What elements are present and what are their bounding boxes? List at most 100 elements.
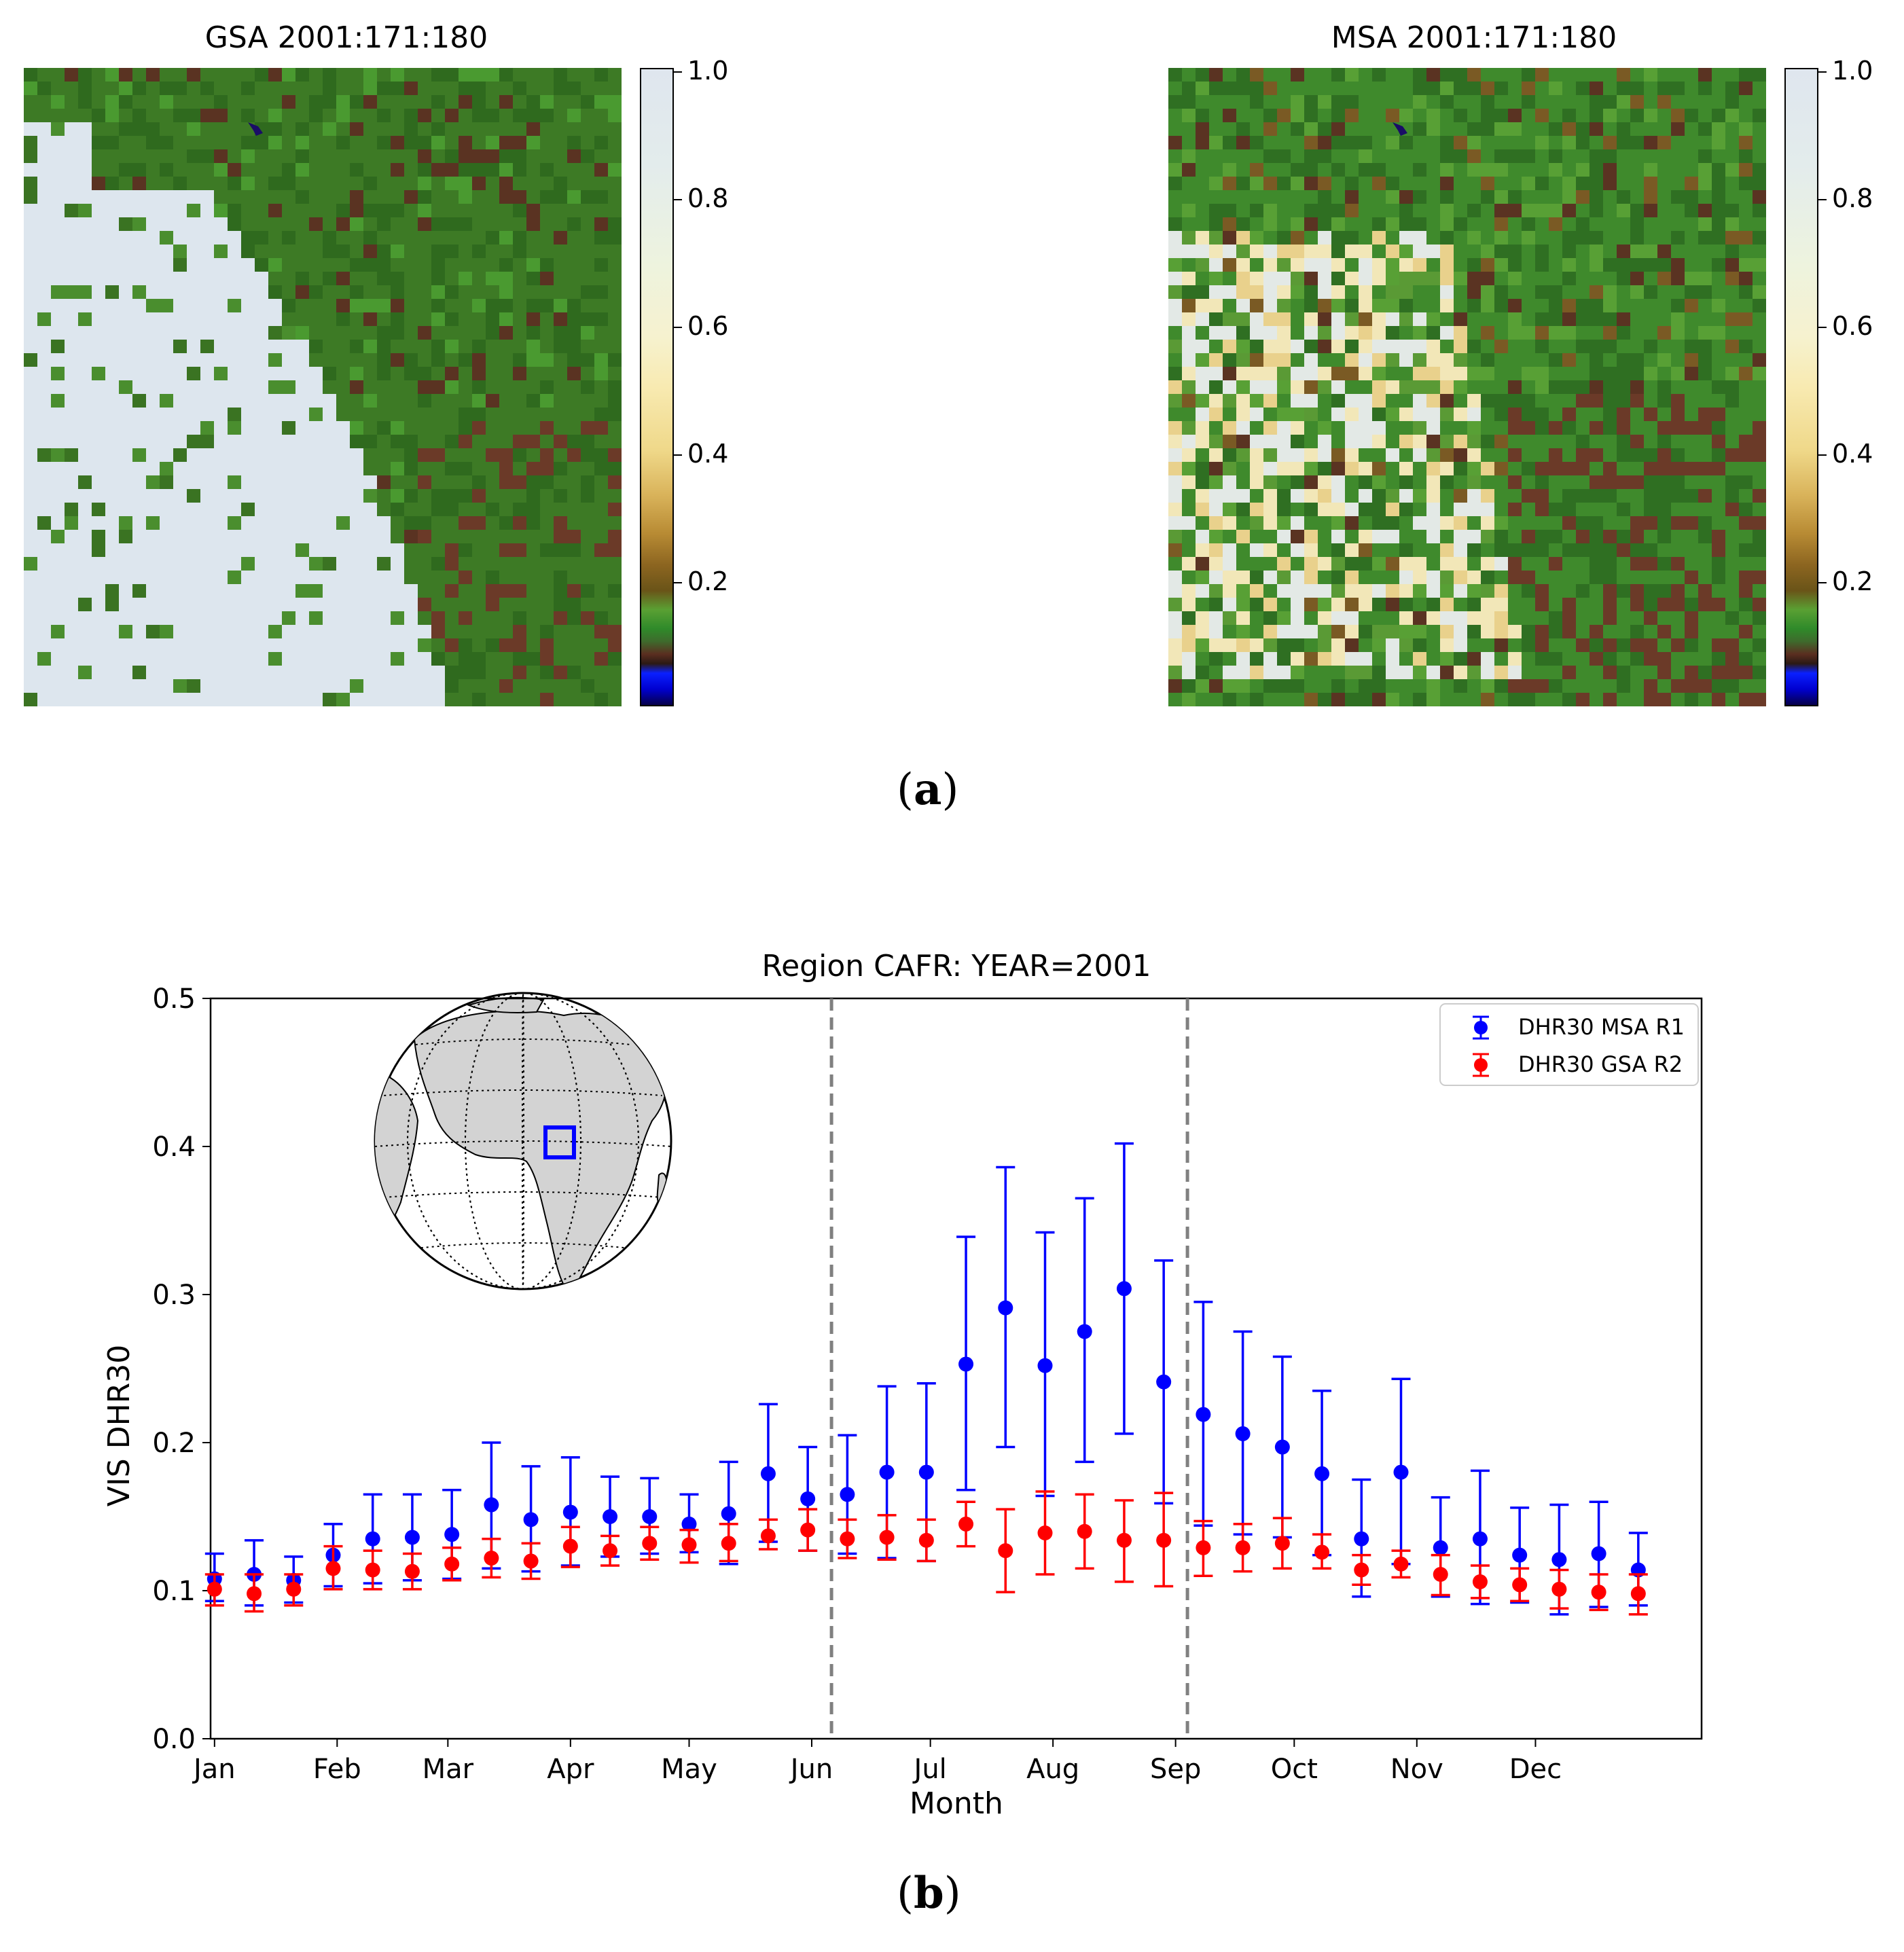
colorbar-tick: 0.6 (687, 311, 729, 341)
chart-xlabel: Month (910, 1786, 1003, 1821)
data-point (721, 1506, 736, 1521)
y-tick-label: 0.2 (152, 1428, 196, 1459)
x-tick-label: Jun (789, 1754, 833, 1785)
y-tick-label: 0.0 (152, 1724, 196, 1755)
data-point (523, 1553, 539, 1569)
data-point (721, 1536, 736, 1551)
data-point (1196, 1540, 1211, 1555)
x-tick-label: Sep (1150, 1754, 1201, 1785)
x-tick-label: Aug (1026, 1754, 1079, 1785)
colorbar-tick: 1.0 (687, 56, 729, 86)
data-point (1156, 1532, 1172, 1548)
y-tick-label: 0.3 (152, 1280, 196, 1311)
colorbar-tick: 0.4 (687, 439, 729, 469)
y-tick-label: 0.1 (152, 1576, 196, 1607)
panel-label-letter: b (913, 1868, 944, 1919)
data-point (800, 1522, 816, 1538)
map-image-msa (1168, 68, 1766, 706)
panel-label-a: (a) (897, 764, 958, 815)
data-point (1472, 1574, 1488, 1589)
data-point (958, 1356, 974, 1372)
data-point (879, 1464, 895, 1480)
colorbar-msa-tickmarks (1818, 71, 1827, 583)
data-point (879, 1530, 895, 1545)
data-point (1512, 1577, 1528, 1593)
data-point (681, 1516, 697, 1532)
data-point (286, 1581, 302, 1597)
legend-label-gsa: DHR30 GSA R2 (1518, 1051, 1683, 1077)
madagascar-landmass (656, 1172, 668, 1206)
map-gsa-raster (24, 68, 622, 706)
x-tick-label: May (661, 1754, 717, 1785)
data-point (365, 1531, 380, 1547)
panel-label-close: ) (944, 1868, 961, 1919)
data-point (1235, 1540, 1251, 1555)
data-point (1393, 1464, 1409, 1480)
data-point (603, 1543, 618, 1559)
data-point (404, 1564, 420, 1579)
data-point (1274, 1536, 1290, 1551)
data-point (1354, 1562, 1369, 1578)
map-msa-raster (1168, 68, 1766, 706)
data-point (760, 1528, 776, 1544)
x-tick-label: Feb (313, 1754, 361, 1785)
data-point (840, 1487, 855, 1502)
colorbar-tick: 0.2 (1832, 566, 1873, 596)
data-point (1393, 1556, 1409, 1572)
y-tick-label: 0.5 (152, 983, 196, 1015)
data-point (840, 1531, 855, 1547)
colorbar-gsa (640, 68, 674, 706)
dhr30-chart: Region CAFR: YEAR=2001 0.0 0.1 0.2 0.3 0.4 0.… (102, 949, 1703, 1821)
data-point (1354, 1531, 1369, 1547)
panel-label-letter: a (913, 764, 942, 815)
data-point (918, 1464, 934, 1480)
data-point (998, 1543, 1013, 1559)
data-point (1591, 1546, 1606, 1561)
map-title-msa: MSA 2001:171:180 (1331, 20, 1617, 55)
chart-title: Region CAFR: YEAR=2001 (762, 949, 1151, 983)
data-point (404, 1530, 420, 1545)
data-point (562, 1538, 578, 1554)
colorbar-tick: 0.2 (687, 566, 729, 596)
x-tick-label: Oct (1271, 1754, 1318, 1785)
data-point (1314, 1544, 1330, 1560)
legend-marker (1474, 1021, 1488, 1034)
data-point (484, 1551, 499, 1566)
data-point (800, 1491, 816, 1506)
data-point (642, 1509, 658, 1524)
plot-frame (209, 997, 1703, 1740)
data-point (1472, 1531, 1488, 1547)
map-image-gsa (24, 68, 622, 706)
data-point (325, 1561, 341, 1576)
globe-inset (374, 992, 672, 1290)
data-point (958, 1516, 974, 1532)
colorbar-gsa-tickmarks (674, 71, 682, 583)
x-tick-label: Mar (423, 1754, 474, 1785)
x-tick-label: Apr (547, 1754, 594, 1785)
data-point (365, 1562, 380, 1578)
panel-label-open: ( (897, 765, 914, 815)
colorbar-tick: 0.8 (1832, 183, 1873, 213)
legend-label-msa: DHR30 MSA R1 (1518, 1014, 1685, 1040)
data-point (998, 1300, 1013, 1316)
data-point (1116, 1532, 1132, 1548)
data-point (603, 1509, 618, 1524)
y-tick-label: 0.4 (152, 1132, 196, 1163)
data-point (642, 1536, 658, 1551)
data-point (1314, 1466, 1330, 1481)
x-tick-label: Nov (1390, 1754, 1443, 1785)
data-point (1235, 1426, 1251, 1441)
colorbar-tick: 0.6 (1832, 311, 1873, 341)
globe-graticule (375, 993, 671, 1289)
map-title-gsa: GSA 2001:171:180 (204, 20, 488, 55)
data-point (1551, 1581, 1567, 1597)
data-point (760, 1466, 776, 1481)
colorbar-tick: 0.8 (687, 183, 729, 213)
data-point (1551, 1552, 1567, 1568)
x-tick-label: Jul (912, 1754, 947, 1785)
colorbar-tick: 1.0 (1832, 56, 1873, 86)
panel-label-b: (b) (897, 1868, 961, 1919)
chart-ylabel: VIS DHR30 (102, 1345, 137, 1507)
data-point (444, 1556, 460, 1572)
data-point (1077, 1324, 1092, 1339)
